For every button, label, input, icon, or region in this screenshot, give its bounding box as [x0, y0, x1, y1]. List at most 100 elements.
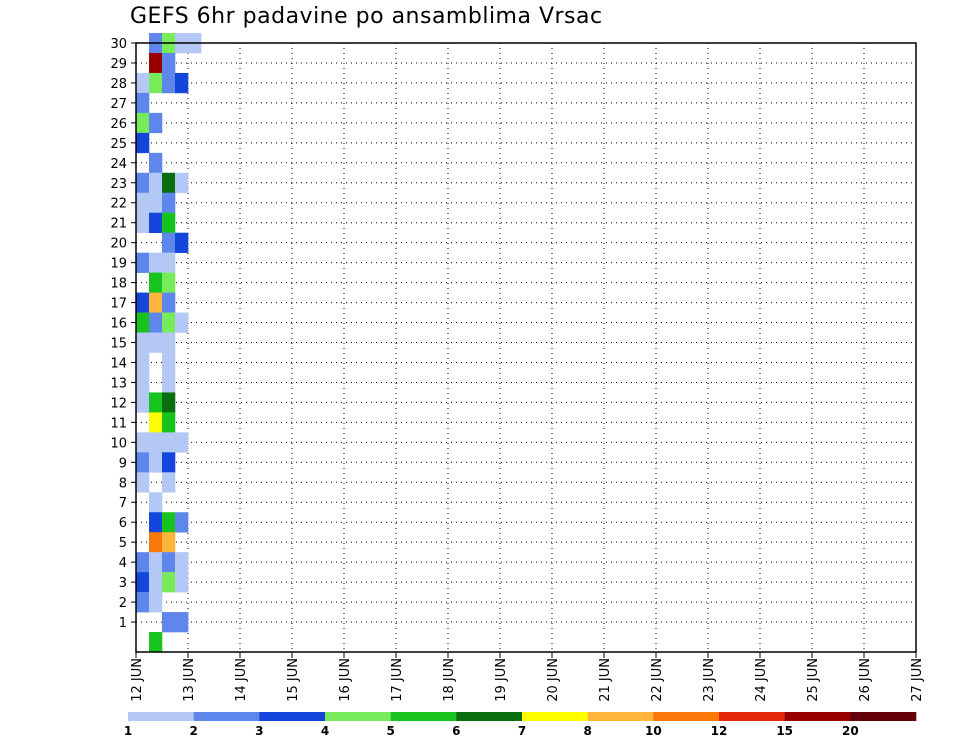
heatmap-cell: [162, 372, 176, 393]
heatmap-cell: [136, 452, 150, 473]
y-tick-label: 3: [119, 576, 127, 591]
legend-swatch: [390, 712, 457, 721]
heatmap-cell: [136, 172, 150, 194]
legend-label: 8: [583, 724, 591, 738]
x-tick-label: 14 JUN: [234, 658, 249, 702]
heatmap-cell: [162, 312, 176, 333]
legend-swatch: [653, 712, 720, 721]
y-tick-label: 22: [110, 197, 127, 212]
heatmap-cell: [175, 432, 189, 453]
heatmap-cell: [136, 552, 150, 573]
heatmap-cell: [149, 292, 163, 313]
heatmap-cell: [149, 452, 163, 473]
heatmap-cell: [136, 372, 150, 393]
y-tick-label: 10: [110, 436, 127, 451]
heatmap-cell: [149, 112, 163, 134]
y-tick-label: 6: [119, 516, 127, 531]
x-tick-label: 21 JUN: [598, 658, 613, 702]
heatmap-cell: [162, 212, 176, 233]
heatmap-cell: [136, 472, 150, 493]
heatmap-cell: [149, 72, 163, 94]
legend-label: 2: [189, 724, 197, 738]
heatmap-cell: [149, 572, 163, 593]
x-tick-label: 13 JUN: [182, 658, 197, 702]
heatmap-cell: [149, 392, 163, 413]
heatmap-cell: [149, 152, 163, 174]
legend-swatch: [719, 712, 785, 721]
heatmap-cell: [136, 352, 150, 373]
heatmap-cell: [149, 312, 163, 333]
y-tick-label: 27: [110, 97, 127, 112]
legend-label: 10: [645, 724, 662, 738]
heatmap-cell: [136, 332, 150, 353]
heatmap-cell: [162, 72, 176, 94]
legend-label: 6: [452, 724, 460, 738]
heatmap-cell: [136, 292, 150, 313]
heatmap-cell: [162, 392, 176, 413]
heatmap-cell: [162, 332, 176, 353]
heatmap-cell: [149, 432, 163, 453]
heatmap-cell: [162, 252, 176, 273]
heatmap-cell: [149, 272, 163, 293]
heatmap-cell: [162, 552, 176, 573]
legend-swatch: [456, 712, 523, 721]
heatmap-cell: [149, 172, 163, 194]
y-tick-label: 4: [119, 556, 127, 571]
y-tick-label: 26: [110, 117, 127, 132]
heatmap-cell: [149, 492, 163, 513]
legend-label: 1: [124, 724, 132, 738]
y-tick-label: 2: [119, 596, 127, 611]
legend-label: 15: [776, 724, 793, 738]
heatmap-cell: [136, 392, 150, 413]
y-tick-label: 25: [110, 137, 127, 152]
heatmap-cell: [175, 232, 189, 253]
heatmap-cell: [162, 52, 176, 74]
heatmap-cell: [136, 592, 150, 613]
heatmap-cell: [162, 192, 176, 214]
heatmap-cell: [175, 172, 189, 194]
y-tick-label: 17: [110, 297, 127, 312]
heatmap-cell: [162, 532, 176, 553]
heatmap-cell: [149, 512, 163, 533]
y-tick-label: 15: [110, 337, 127, 352]
legend-label: 20: [842, 724, 859, 738]
heatmap-cell: [162, 412, 176, 433]
y-tick-label: 20: [110, 237, 127, 252]
heatmap-cell: [136, 132, 150, 154]
heatmap-cell: [162, 172, 176, 194]
y-tick-label: 9: [119, 456, 127, 471]
x-tick-label: 17 JUN: [390, 658, 405, 702]
heatmap-cell: [162, 232, 176, 253]
heatmap-cell: [149, 332, 163, 353]
y-tick-label: 24: [110, 157, 127, 172]
heatmap-cell: [162, 612, 176, 633]
heatmap-cell: [162, 572, 176, 593]
y-tick-label: 7: [119, 496, 127, 511]
x-tick-label: 18 JUN: [442, 658, 457, 702]
legend-label: 7: [518, 724, 526, 738]
heatmap-cell: [136, 212, 150, 233]
y-tick-label: 14: [110, 356, 127, 371]
heatmap-cell: [175, 72, 189, 94]
x-tick-label: 12 JUN: [130, 658, 145, 702]
heatmap-cell: [136, 112, 150, 134]
y-tick-label: 23: [110, 177, 127, 192]
chart-title: GEFS 6hr padavine po ansamblima Vrsac: [130, 4, 603, 29]
x-tick-label: 16 JUN: [338, 658, 353, 702]
x-tick-label: 19 JUN: [494, 658, 509, 702]
heatmap-cell: [149, 532, 163, 553]
heatmap-cell: [136, 252, 150, 273]
y-tick-label: 1: [119, 616, 127, 631]
heatmap-cell: [149, 192, 163, 214]
legend-swatch: [259, 712, 326, 721]
y-tick-label: 5: [119, 536, 127, 551]
heatmap-cell: [162, 352, 176, 373]
heatmap-cell: [149, 252, 163, 273]
heatmap-cell: [136, 432, 150, 453]
heatmap-cell: [162, 512, 176, 533]
heatmap-cell: [136, 192, 150, 214]
x-tick-label: 27 JUN: [910, 658, 925, 702]
x-tick-label: 24 JUN: [754, 658, 769, 702]
y-tick-label: 11: [110, 416, 127, 431]
